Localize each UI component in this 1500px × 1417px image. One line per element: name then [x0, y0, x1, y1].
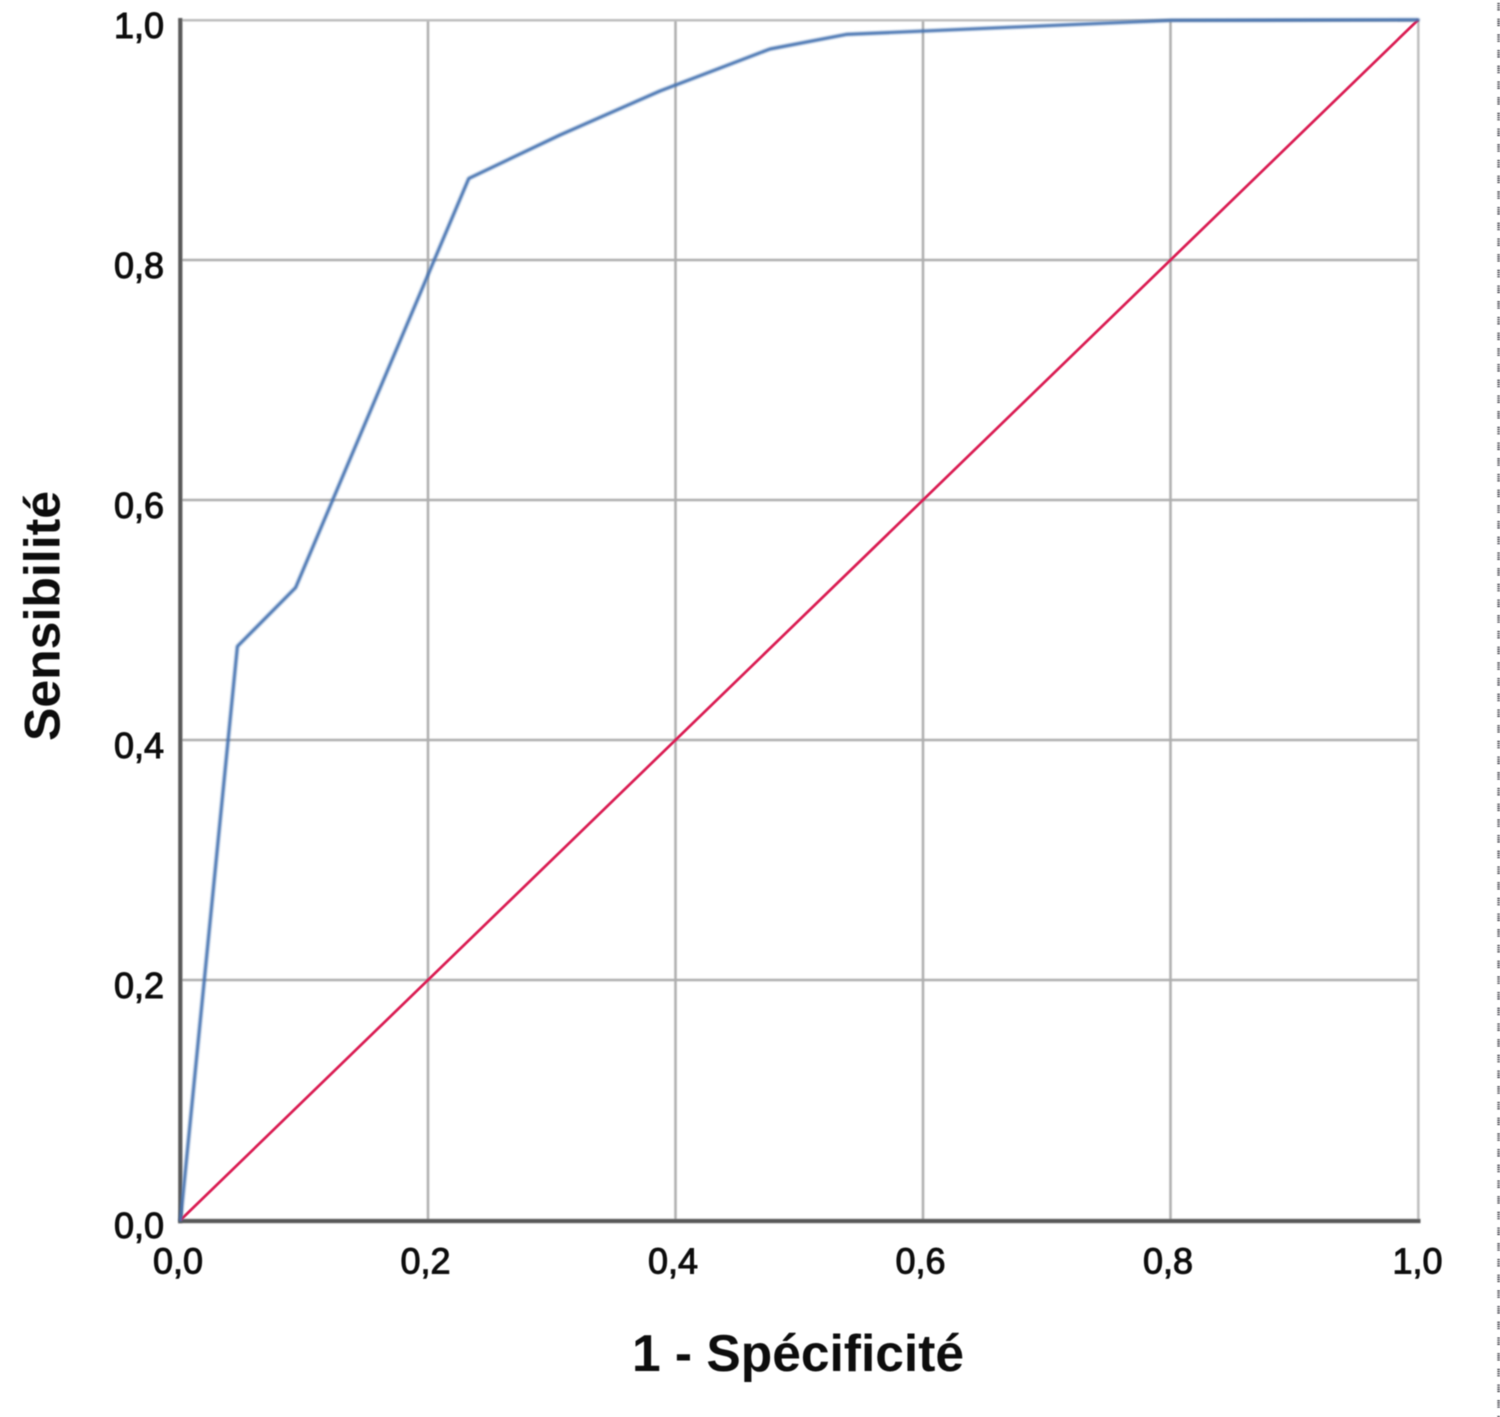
- svg-text:Sensibilité: Sensibilité: [15, 491, 71, 741]
- svg-text:0,2: 0,2: [114, 965, 164, 1006]
- svg-text:1 - Spécificité: 1 - Spécificité: [632, 1324, 964, 1382]
- svg-text:0,8: 0,8: [1143, 1241, 1193, 1282]
- svg-text:0,4: 0,4: [114, 725, 164, 766]
- svg-text:0,2: 0,2: [400, 1241, 450, 1282]
- svg-text:0,0: 0,0: [153, 1241, 203, 1282]
- svg-text:0,4: 0,4: [648, 1241, 698, 1282]
- svg-text:1,0: 1,0: [114, 5, 164, 46]
- svg-text:0,6: 0,6: [895, 1241, 945, 1282]
- svg-text:0,6: 0,6: [114, 485, 164, 526]
- svg-text:0,8: 0,8: [114, 245, 164, 286]
- svg-text:1,0: 1,0: [1392, 1241, 1442, 1282]
- svg-text:0,0: 0,0: [114, 1205, 164, 1246]
